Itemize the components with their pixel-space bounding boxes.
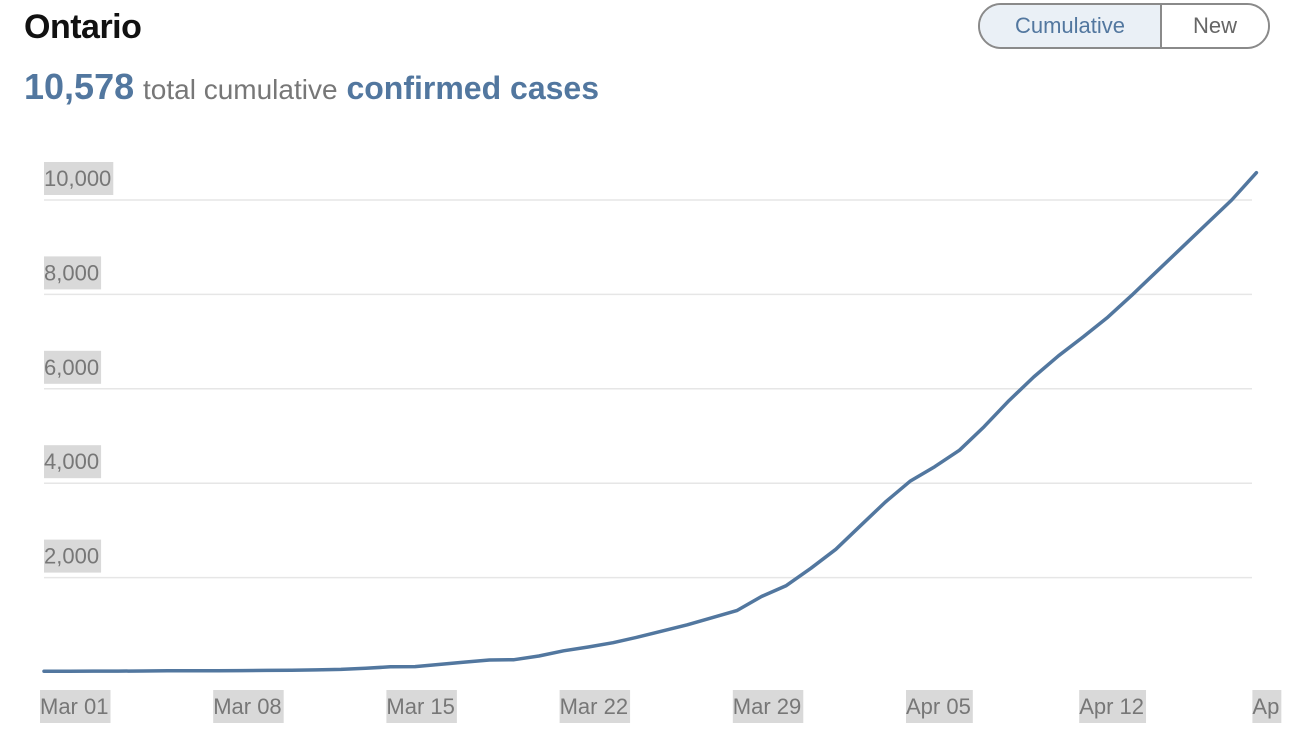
x-tick-label-bg xyxy=(1079,690,1147,723)
y-tick-label: 10,000 xyxy=(44,166,111,191)
x-tick-label: Mar 01 xyxy=(40,694,108,719)
page-title: Ontario xyxy=(24,8,142,46)
total-count: 10,578 xyxy=(24,66,135,107)
y-tick-label-bg xyxy=(44,256,102,290)
y-tick-label-bg xyxy=(44,162,114,195)
y-tick-label: 2,000 xyxy=(44,544,99,569)
y-tick-label-bg xyxy=(44,539,102,573)
x-tick-label: Apr 12 xyxy=(1079,694,1144,719)
cumulative-button[interactable]: Cumulative xyxy=(980,5,1162,47)
total-emphasis: confirmed cases xyxy=(346,70,599,106)
y-tick-label: 6,000 xyxy=(44,355,99,380)
x-tick-label: Mar 22 xyxy=(560,694,628,719)
x-tick-label-bg xyxy=(559,690,631,723)
y-tick-label-bg xyxy=(44,350,102,384)
x-tick-label: Apr 05 xyxy=(906,694,971,719)
view-toggle: Cumulative New xyxy=(978,3,1270,49)
series-line xyxy=(42,170,1259,674)
y-tick-label: 8,000 xyxy=(44,260,99,285)
x-tick-label-bg xyxy=(906,690,973,723)
x-tick-label: Mar 29 xyxy=(733,694,801,719)
x-tick-label-bg xyxy=(386,690,457,723)
x-tick-label-bg xyxy=(40,690,111,723)
new-button[interactable]: New xyxy=(1162,5,1268,47)
total-summary: 10,578 total cumulative confirmed cases xyxy=(24,66,599,108)
x-tick-label: Mar 15 xyxy=(386,694,454,719)
y-tick-label-bg xyxy=(44,445,102,479)
x-tick-label-bg xyxy=(732,690,804,723)
x-tick-label: Ap xyxy=(1252,694,1279,719)
x-tick-label-bg xyxy=(1252,690,1282,723)
x-tick-label: Mar 08 xyxy=(213,694,281,719)
x-tick-label-bg xyxy=(213,690,284,723)
y-tick-label: 4,000 xyxy=(44,449,99,474)
total-label: total cumulative xyxy=(143,74,338,105)
